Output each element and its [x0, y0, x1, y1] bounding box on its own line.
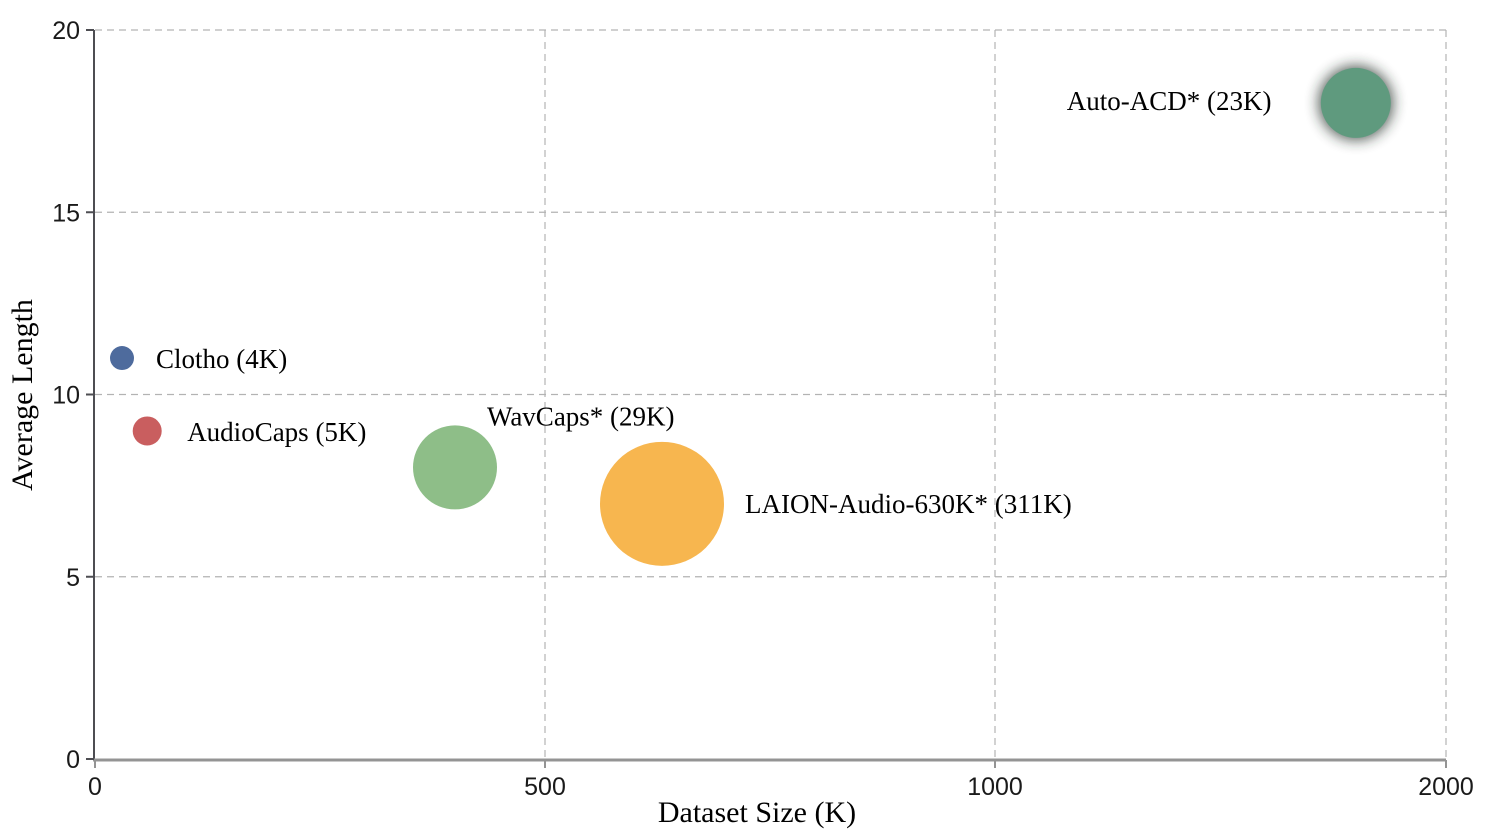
y-tick-label: 10 [52, 382, 80, 410]
x-tick-label: 500 [524, 773, 566, 801]
axis-ticks [86, 29, 1447, 768]
grid [95, 29, 1447, 759]
y-axis-title: Average Length [6, 299, 39, 491]
y-tick-label: 0 [66, 746, 80, 774]
bubble [413, 425, 497, 510]
x-tick-label: 2000 [1418, 773, 1474, 801]
y-tick-label: 5 [66, 564, 80, 592]
axis-tick-labels: 0 5 10 15 20 0 500 1000 2000 [52, 17, 1474, 801]
x-tick-label: 0 [88, 773, 102, 801]
bubble-label: AudioCaps (5K) [187, 417, 366, 447]
bubble-label: WavCaps* (29K) [487, 401, 675, 431]
data-bubbles [110, 65, 1393, 566]
data-labels: Clotho (4K) AudioCaps (5K) WavCaps* (29K) L… [156, 86, 1272, 519]
bubble [600, 441, 724, 566]
bubble [110, 346, 134, 371]
y-tick-label: 20 [52, 17, 80, 45]
y-tick-label: 15 [52, 199, 80, 227]
bubble [132, 416, 162, 446]
bubble-label: LAION-Audio-630K* (311K) [745, 489, 1072, 519]
x-tick-label: 1000 [967, 773, 1023, 801]
x-axis-title: Dataset Size (K) [658, 796, 856, 829]
bubble-label: Clotho (4K) [156, 344, 287, 374]
bubble-label: Auto-ACD* (23K) [1067, 86, 1272, 116]
bubble [1320, 67, 1391, 138]
